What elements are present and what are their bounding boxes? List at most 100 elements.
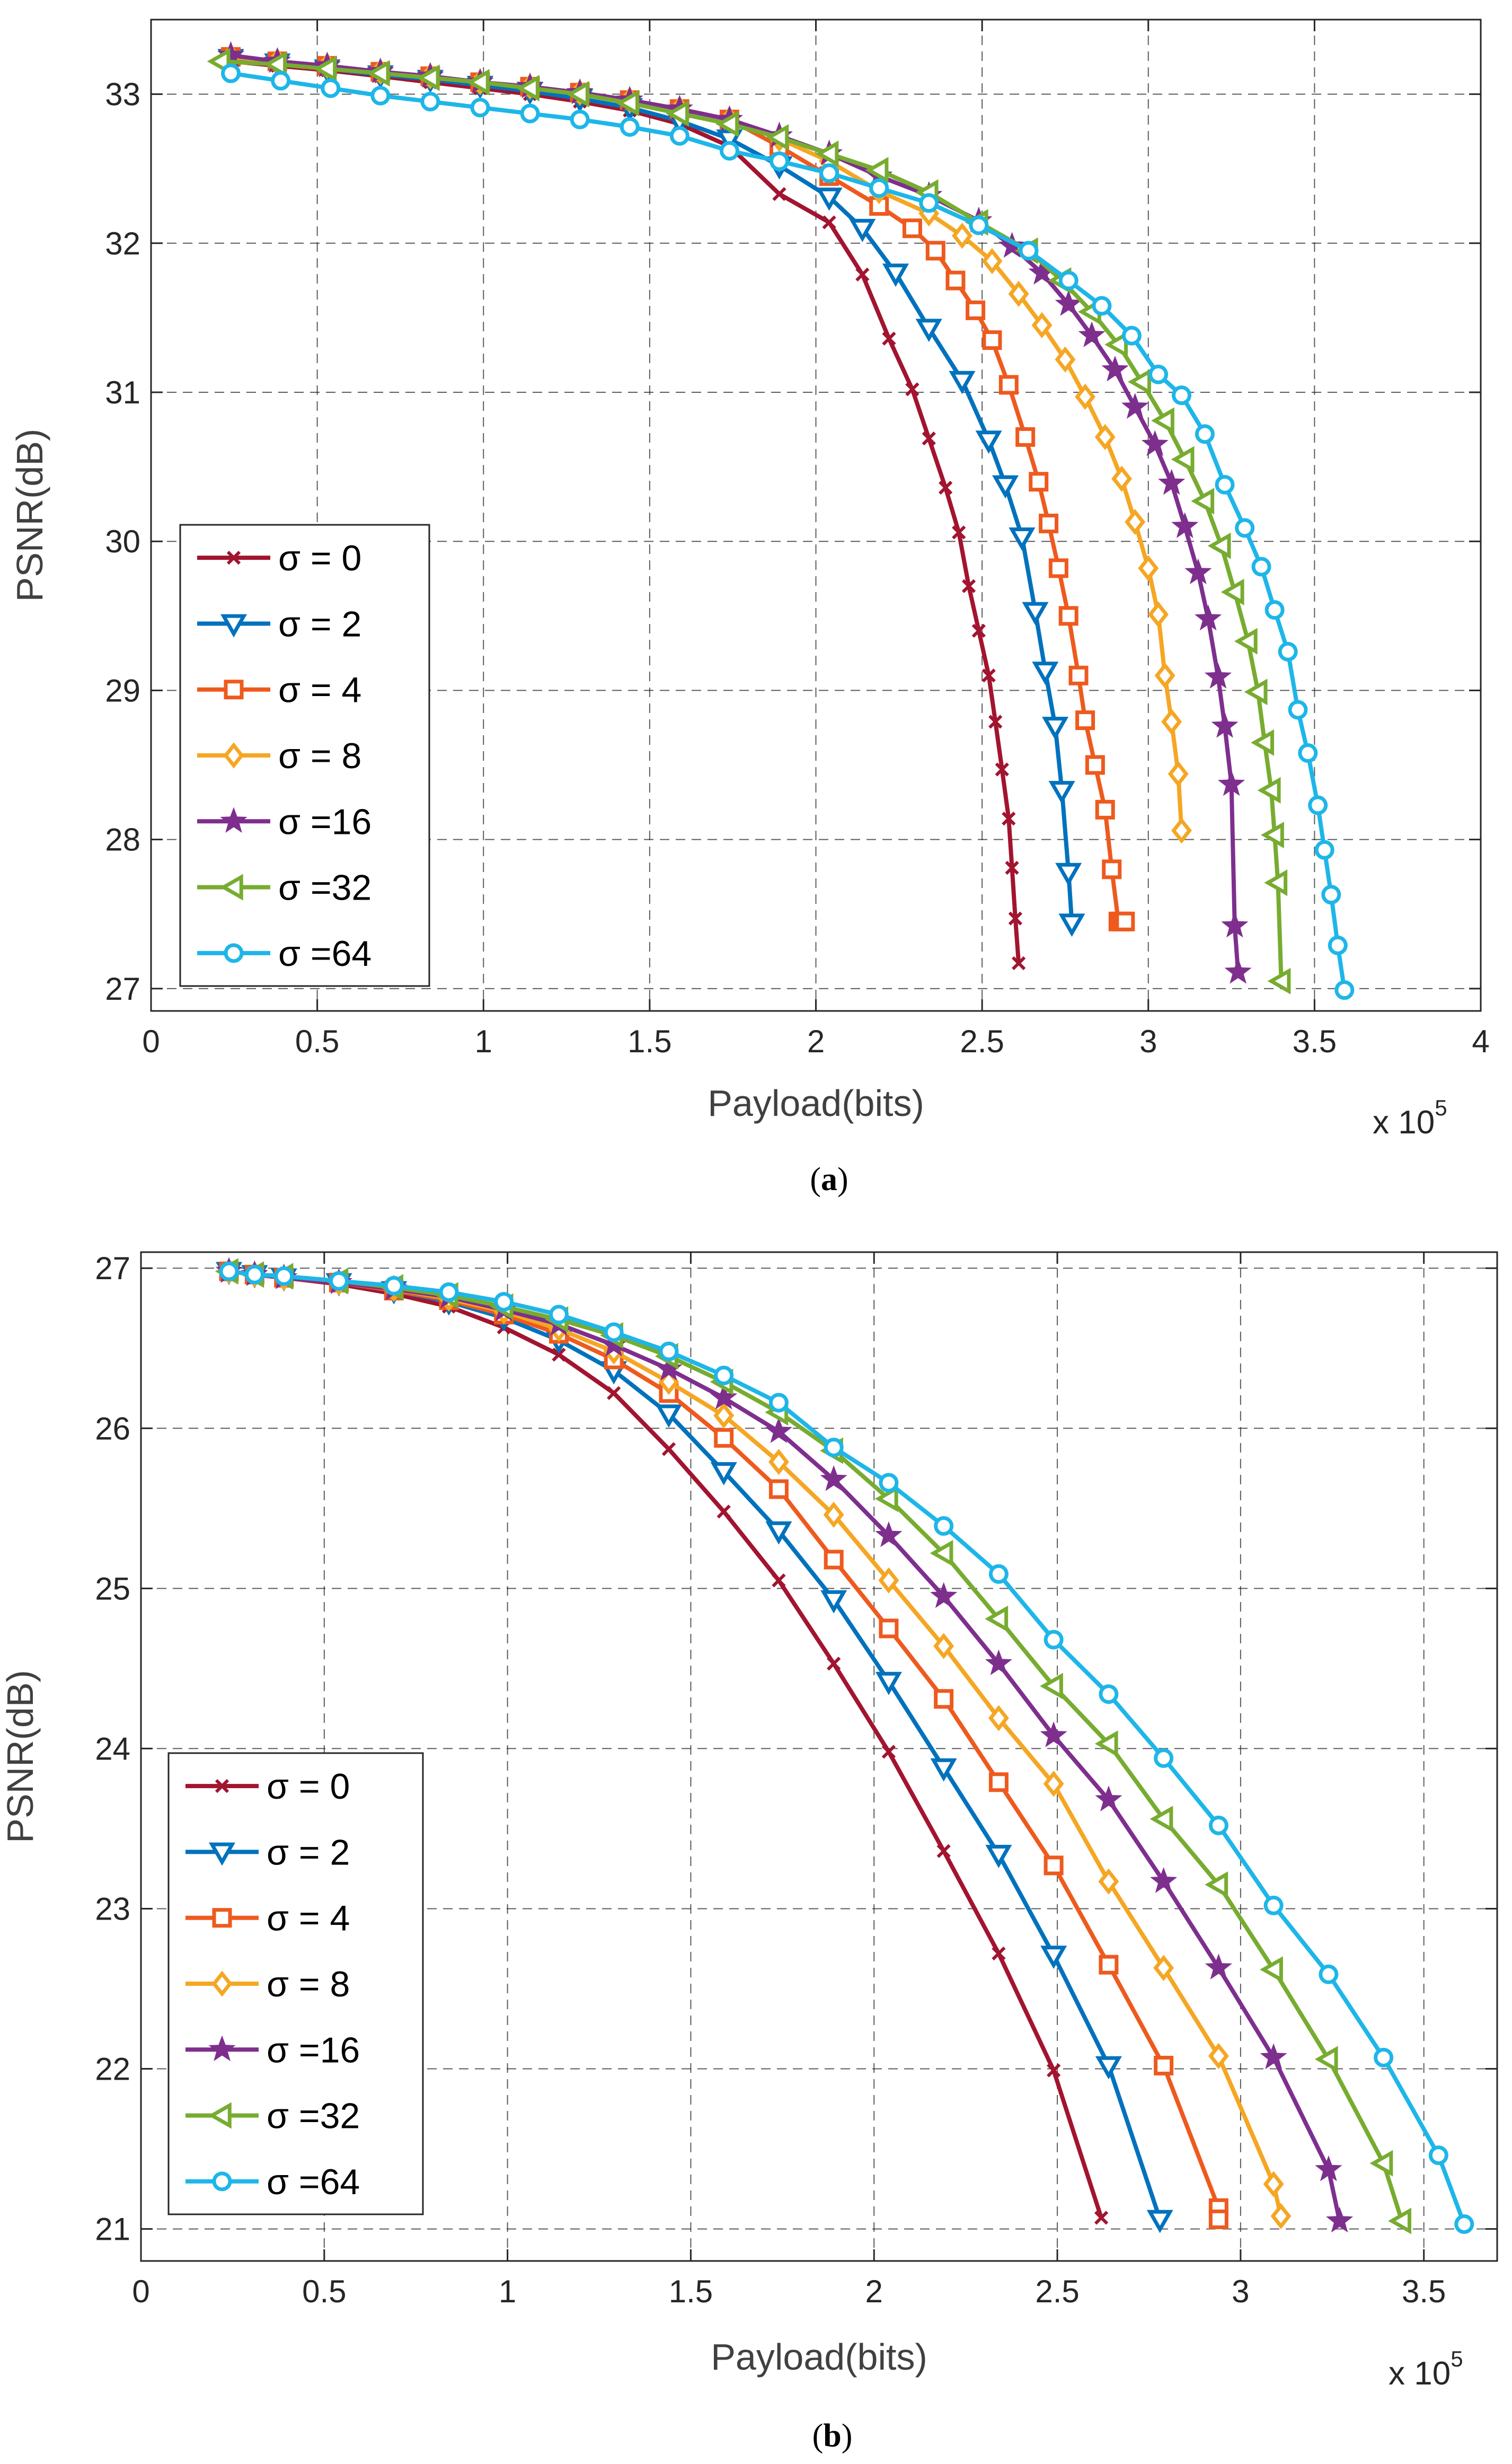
data-point (1078, 321, 1106, 347)
data-point (982, 248, 1003, 275)
data-point (882, 331, 896, 346)
legend-item: σ = 4 (185, 1898, 350, 1939)
legend-label: σ = 0 (267, 1766, 350, 1807)
data-point (714, 1428, 734, 1448)
data-point (922, 432, 936, 446)
data-point (1270, 2203, 1292, 2230)
data-point (1288, 700, 1308, 720)
y-tick-label: 21 (95, 2212, 130, 2247)
data-point (939, 480, 953, 495)
data-point (715, 110, 739, 137)
data-point (1244, 679, 1268, 706)
data-point (822, 215, 836, 230)
data-point (1260, 2043, 1287, 2070)
data-point (1319, 1964, 1339, 1984)
y-tick-label: 28 (105, 822, 140, 858)
data-point (1326, 2206, 1354, 2233)
data-point (1146, 2210, 1173, 2233)
data-point (1048, 558, 1068, 578)
caption-letter: a (821, 1161, 837, 1198)
caption-open: ( (810, 1161, 821, 1198)
data-point (982, 330, 1002, 350)
legend-marker (208, 2035, 236, 2062)
x-tick-label: 2.5 (960, 1024, 1004, 1059)
multiplier-base: x 10 (1373, 1104, 1435, 1141)
legend-marker (211, 1970, 233, 1997)
legend-item: σ = 8 (185, 1964, 350, 2004)
data-point (874, 1485, 898, 1512)
data-point (1153, 1955, 1174, 1981)
data-point (823, 1501, 844, 1528)
legend-item: σ = 2 (185, 1832, 350, 1872)
data-point (905, 382, 919, 397)
y-tick-label: 24 (95, 1731, 130, 1766)
series-line (231, 59, 1021, 964)
legend-item: σ =16 (197, 802, 372, 842)
y-axis-label: PSNR(dB) (0, 1670, 41, 1843)
data-point (1115, 911, 1135, 931)
axis-ticks: 0 0.5 1 1.5 2 2.5 3 3.5 21 22 23 24 25 26 27 (95, 1251, 1497, 2309)
data-point (1235, 518, 1255, 538)
data-point (1298, 743, 1318, 763)
data-point (1208, 2209, 1228, 2229)
legend-marker (224, 943, 244, 963)
data-point (1048, 781, 1075, 804)
legend-marker (226, 551, 241, 565)
data-point (1047, 2063, 1061, 2078)
data-point (1040, 1721, 1067, 1747)
legend-marker (220, 614, 247, 638)
data-point (1217, 770, 1245, 796)
data-point (1031, 312, 1053, 339)
data-point (1032, 662, 1059, 685)
data-point (975, 430, 1002, 454)
data-point (1058, 606, 1078, 626)
data-point (1068, 665, 1089, 685)
legend-label: σ =64 (267, 2162, 360, 2202)
data-point (659, 1341, 679, 1361)
data-point (1428, 2145, 1448, 2166)
data-point (820, 1465, 847, 1491)
data-point (875, 1521, 903, 1547)
data-point (1154, 662, 1175, 689)
data-point (1104, 331, 1128, 358)
data-point (1154, 1748, 1174, 1768)
data-point (1221, 911, 1249, 938)
x-tick-label: 0.5 (295, 1024, 339, 1059)
data-point (714, 1366, 734, 1386)
data-point (1314, 2046, 1338, 2073)
data-point (1141, 430, 1169, 456)
legend-label: σ =16 (278, 802, 372, 842)
data-point (855, 267, 870, 281)
data-point (879, 1618, 899, 1639)
legend-item: σ =64 (185, 2162, 360, 2202)
data-point (1094, 2211, 1109, 2225)
data-point (717, 1504, 731, 1519)
data-point (1005, 860, 1019, 875)
data-point (1308, 795, 1328, 815)
x-tick-label: 3 (1139, 1024, 1157, 1059)
data-point (934, 1516, 954, 1536)
data-point (1121, 325, 1142, 346)
data-point (1369, 2150, 1393, 2177)
data-point (1208, 1815, 1228, 1835)
data-point (869, 178, 889, 198)
data-point (655, 1404, 682, 1428)
data-point (1168, 761, 1189, 787)
data-point (998, 232, 1026, 258)
data-point (1195, 604, 1222, 631)
x-tick-label: 2 (865, 2274, 883, 2309)
data-point (1075, 710, 1095, 731)
data-point (992, 475, 1019, 499)
data-point (988, 1564, 1009, 1584)
data-point (1095, 799, 1115, 820)
data-point (1111, 465, 1133, 492)
data-point (1058, 270, 1078, 291)
data-point (925, 241, 945, 261)
legend-item: σ =64 (197, 934, 372, 974)
data-point (370, 85, 391, 105)
legend-marker (215, 1779, 229, 1793)
data-point (1125, 509, 1146, 535)
data-point (1022, 602, 1049, 626)
data-point (933, 1633, 954, 1659)
data-point (1257, 777, 1281, 804)
